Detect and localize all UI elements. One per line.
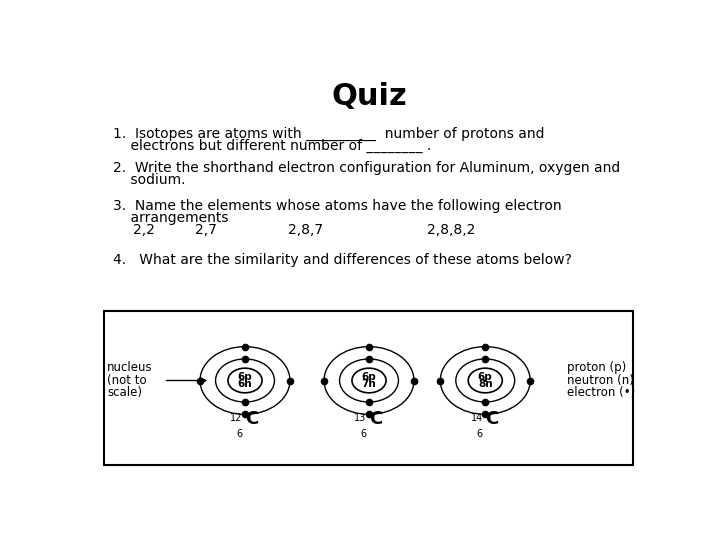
Text: 6p: 6p <box>361 373 377 382</box>
Text: (not to: (not to <box>107 374 147 387</box>
Text: scale): scale) <box>107 386 142 399</box>
Text: 2,2: 2,2 <box>132 224 155 238</box>
Text: 7n: 7n <box>361 379 377 389</box>
Text: 6: 6 <box>361 429 366 439</box>
Text: 2,7: 2,7 <box>194 224 217 238</box>
Text: proton (p): proton (p) <box>567 361 626 374</box>
Ellipse shape <box>352 368 386 393</box>
Text: 3.  Name the elements whose atoms have the following electron: 3. Name the elements whose atoms have th… <box>113 199 562 213</box>
Text: arrangements: arrangements <box>113 211 229 225</box>
Text: 4.   What are the similarity and differences of these atoms below?: 4. What are the similarity and differenc… <box>113 253 572 267</box>
Text: electron (•): electron (•) <box>567 386 635 399</box>
Text: 2,8,8,2: 2,8,8,2 <box>427 224 475 238</box>
Text: 14: 14 <box>471 413 483 423</box>
Text: 12: 12 <box>230 413 243 423</box>
Text: sodium.: sodium. <box>113 173 186 187</box>
Text: 2.  Write the shorthand electron configuration for Aluminum, oxygen and: 2. Write the shorthand electron configur… <box>113 161 621 175</box>
Text: C: C <box>485 410 498 428</box>
Text: 6p: 6p <box>478 373 492 382</box>
Text: 1.  Isotopes are atoms with __________  number of protons and: 1. Isotopes are atoms with __________ nu… <box>113 126 545 140</box>
Text: 6: 6 <box>477 429 483 439</box>
Ellipse shape <box>228 368 262 393</box>
Text: 6p: 6p <box>238 373 253 382</box>
Text: 6n: 6n <box>238 379 252 389</box>
Text: neutron (n): neutron (n) <box>567 374 634 387</box>
Text: electrons but different number of ________ .: electrons but different number of ______… <box>113 139 431 153</box>
Text: C: C <box>369 410 382 428</box>
Text: nucleus: nucleus <box>107 361 153 374</box>
FancyBboxPatch shape <box>104 311 632 465</box>
Text: 6: 6 <box>237 429 243 439</box>
Text: C: C <box>245 410 258 428</box>
Text: Quiz: Quiz <box>331 82 407 111</box>
Ellipse shape <box>468 368 503 393</box>
Text: 2,8,7: 2,8,7 <box>287 224 323 238</box>
Text: 13: 13 <box>354 413 366 423</box>
Text: 8n: 8n <box>478 379 492 389</box>
